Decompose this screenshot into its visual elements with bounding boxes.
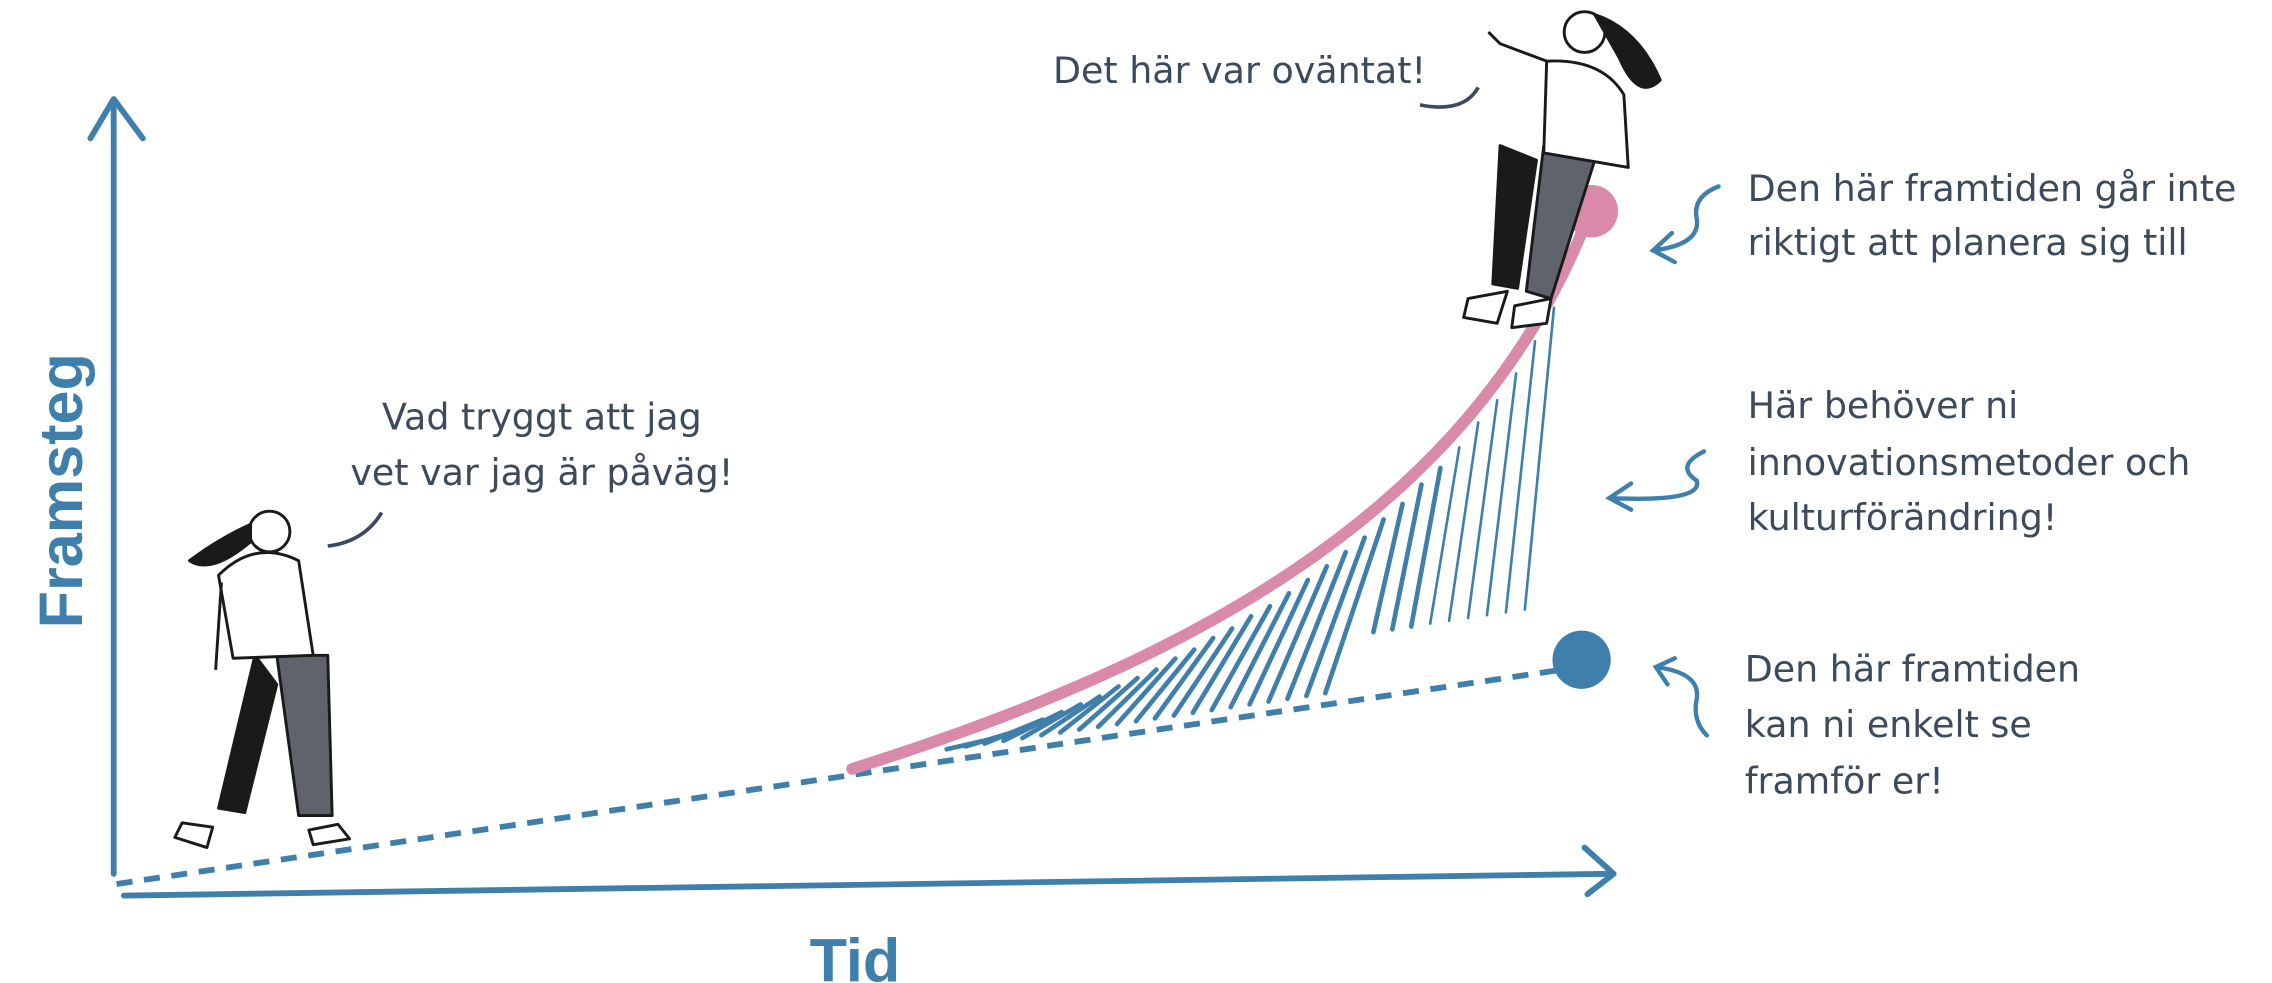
walking-person: [173, 509, 352, 850]
annotation-text: riktigt att planera sig till: [1748, 221, 2188, 264]
hatch-line: [1001, 709, 1065, 744]
hatch-line: [1228, 591, 1292, 710]
hatch-line: [1504, 340, 1537, 614]
hatch-line: [1322, 517, 1386, 696]
hatch-line: [1247, 577, 1311, 707]
hatch-line: [1057, 684, 1121, 735]
hatch-line: [1114, 656, 1178, 727]
hatch-line: [1209, 603, 1273, 713]
hatch-line: [1408, 465, 1443, 629]
annotation-text: Här behöver ni: [1748, 384, 2019, 427]
linear-trend: [116, 664, 1581, 887]
annotation-text: Den här framtiden går inte: [1748, 167, 2237, 210]
annotation-text: kan ni enkelt se: [1745, 703, 2032, 746]
hatch-line: [1389, 482, 1424, 632]
hatch-line: [1266, 563, 1330, 704]
exponential-trend: [846, 205, 1597, 775]
annotation-text: kulturförändring!: [1748, 496, 2058, 539]
hatch-line: [1523, 306, 1556, 611]
hatch-line: [1020, 702, 1083, 741]
y-axis-label: Framsteg: [27, 353, 95, 628]
hatch-line: [1190, 613, 1254, 716]
hatch-line: [1485, 372, 1518, 617]
hatch-line: [1304, 535, 1367, 699]
annotation-text: framför er!: [1745, 760, 1944, 803]
hatch-line: [1466, 398, 1499, 620]
speech-mark: [1419, 86, 1480, 109]
blue-dot: [1552, 630, 1611, 689]
hatch-line: [1133, 647, 1197, 724]
hatch-line: [1428, 446, 1461, 625]
hatch-line: [1447, 421, 1480, 623]
hatch-line: [1076, 675, 1140, 732]
hatch-line: [1039, 694, 1102, 738]
hatching: [944, 306, 1556, 752]
annotation-arrows: [1605, 184, 1721, 738]
speech-text: vet var jag är påväg!: [350, 451, 733, 494]
x-axis-label: Tid: [810, 927, 901, 983]
annotation-text: Den här framtiden: [1745, 648, 2080, 691]
y-axis: [87, 96, 146, 877]
speech-text: Det här var oväntat!: [1053, 49, 1426, 92]
hatch-line: [1095, 667, 1159, 730]
x-axis: [120, 844, 1617, 899]
hatch-line: [1171, 626, 1235, 718]
hatch-line: [1371, 501, 1405, 635]
hatch-line: [1152, 635, 1216, 721]
annotation-text: innovationsmetoder och: [1748, 441, 2191, 484]
sitting-person: [1462, 10, 1662, 330]
hatch-line: [1285, 549, 1349, 702]
speech-mark: [327, 511, 384, 548]
speech-text: Vad tryggt att jag: [382, 396, 702, 439]
